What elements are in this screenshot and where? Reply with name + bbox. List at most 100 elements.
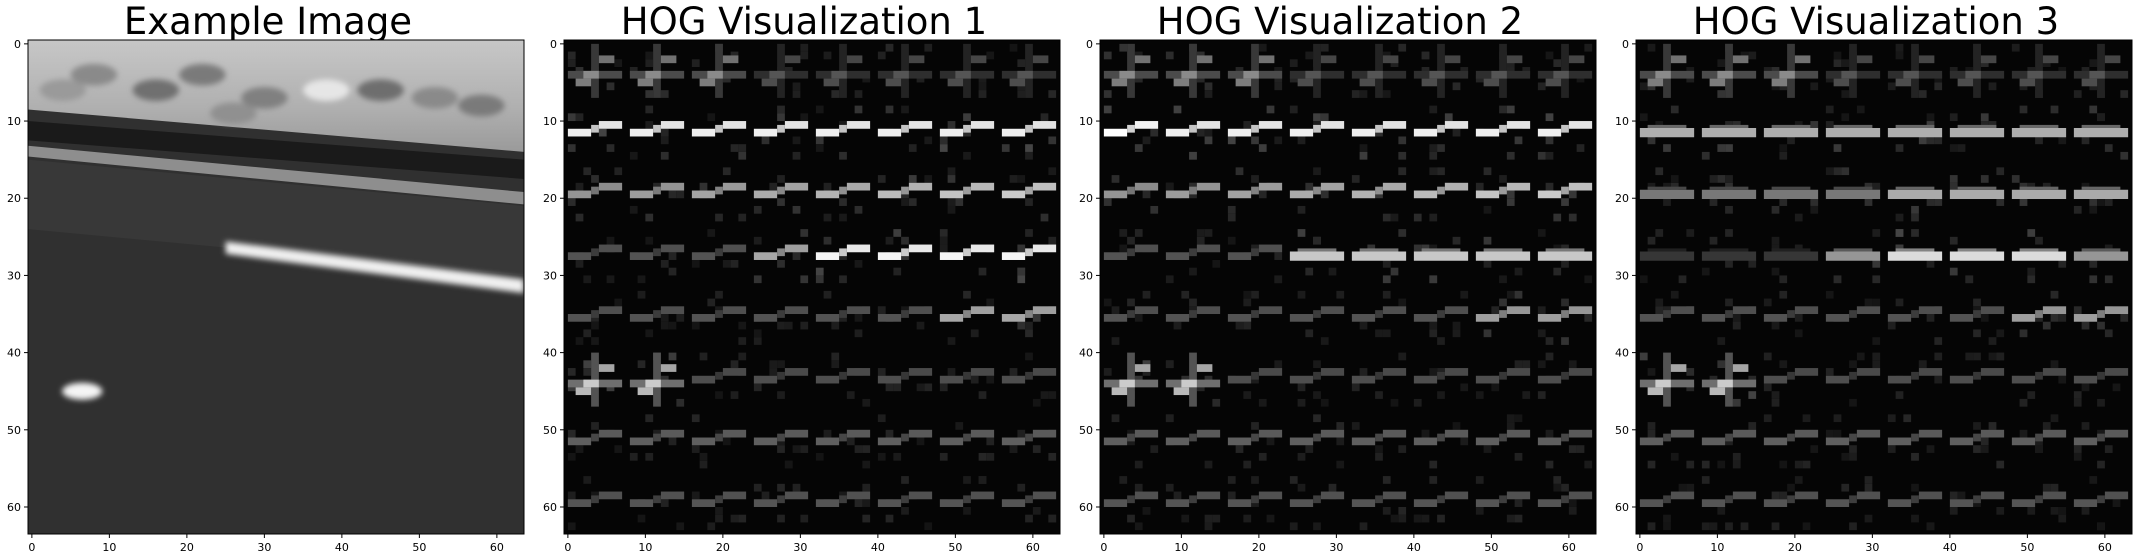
hog-image xyxy=(564,40,1060,534)
y-tick-label: 20 xyxy=(7,192,21,205)
hog-cell xyxy=(877,476,933,531)
hog-cell xyxy=(1825,229,1881,284)
hog-cell xyxy=(1165,483,1221,531)
hog-cell xyxy=(1103,105,1159,152)
hog-cell xyxy=(567,43,623,98)
panel-title: HOG Visualization 3 xyxy=(1692,0,2060,43)
hog-cell xyxy=(1001,352,1057,407)
axes: 0 10 20 30 40 50 60 0 10 20 30 40 50 60 xyxy=(1079,38,1597,554)
example-image xyxy=(28,40,524,534)
y-tick-label: 40 xyxy=(1079,347,1093,360)
panel-title: Example Image xyxy=(123,0,413,43)
y-tick-label: 40 xyxy=(543,347,557,360)
hog-cell xyxy=(1763,352,1819,407)
hog-cell xyxy=(691,290,747,345)
hog-cell xyxy=(1825,167,1881,206)
hog-cell xyxy=(753,360,809,399)
hog-cell xyxy=(1639,229,1695,284)
hog-cell xyxy=(1227,167,1283,222)
hog-cell xyxy=(1351,290,1407,338)
hog-cell xyxy=(939,422,995,461)
hog-cell xyxy=(567,422,623,461)
hog-cell xyxy=(877,229,933,276)
hog-cell xyxy=(1949,167,2005,206)
x-tick-label: 50 xyxy=(1484,541,1498,554)
y-tick-label: 60 xyxy=(543,501,557,514)
hog-cell xyxy=(2011,290,2067,338)
x-tick-label: 40 xyxy=(1407,541,1421,554)
hog-cell xyxy=(1763,290,1819,338)
hog-cell xyxy=(939,229,995,276)
hog-cell xyxy=(753,483,809,523)
hog-cell xyxy=(1475,105,1531,160)
y-tick-label: 60 xyxy=(7,501,21,514)
hog-cell xyxy=(1001,167,1057,222)
hog-cell xyxy=(877,306,933,330)
x-tick-label: 20 xyxy=(716,541,730,554)
panel-example-image: Example Image 0 10 20 30 40 50 60 0 10 20 30 40 50 60 xyxy=(0,0,536,560)
texture-blob xyxy=(179,63,226,86)
hog-cell xyxy=(567,352,623,407)
axes: 0 10 20 30 40 50 60 0 10 20 30 40 50 60 xyxy=(1615,38,2133,554)
y-tick-label: 30 xyxy=(1079,269,1093,282)
hog-cell xyxy=(1475,414,1531,461)
hog-cell xyxy=(815,236,871,284)
hog-2-plot: 0 10 20 30 40 50 60 0 10 20 30 40 50 60 xyxy=(1079,38,1597,554)
hog-cell xyxy=(939,43,995,98)
hog-cell xyxy=(1763,43,1819,98)
hog-cell xyxy=(1639,167,1695,206)
hog-cell xyxy=(2011,229,2067,284)
hog-cell xyxy=(753,429,809,469)
hog-cell xyxy=(939,290,995,345)
hog-cell xyxy=(1475,290,1531,338)
hog-cell xyxy=(629,43,685,98)
hog-cell xyxy=(1289,43,1345,98)
hog-cell xyxy=(1537,113,1593,160)
hog-cell xyxy=(2073,422,2129,469)
x-tick-label: 0 xyxy=(1636,541,1643,554)
hog-cell xyxy=(629,105,685,160)
hog-cell xyxy=(1103,476,1159,531)
hog-cell xyxy=(1103,290,1159,345)
hog-cell xyxy=(1887,229,1943,268)
hog-cell xyxy=(2011,43,2067,98)
hog-cell xyxy=(1763,121,1819,160)
hog-cell xyxy=(1537,429,1593,469)
hog-cell xyxy=(1949,422,2005,469)
hog-cell xyxy=(1227,422,1283,469)
hog-cell xyxy=(629,182,685,222)
hog-cell xyxy=(1103,352,1159,407)
y-tick-label: 0 xyxy=(14,38,21,51)
hog-cell xyxy=(1763,414,1819,469)
hog-cell xyxy=(1165,182,1221,199)
y-tick-label: 10 xyxy=(1615,115,1629,128)
hog-cell xyxy=(1475,167,1531,214)
hog-cell xyxy=(1165,352,1221,407)
axes: 0 10 20 30 40 50 60 0 10 20 30 40 50 60 xyxy=(543,38,1061,554)
panel-title: HOG Visualization 1 xyxy=(620,0,988,43)
hog-cell xyxy=(1351,43,1407,98)
hog-cell xyxy=(1825,352,1881,407)
hog-cell xyxy=(753,175,809,214)
hog-cell xyxy=(1351,167,1407,222)
hog-cell xyxy=(1289,105,1345,145)
hog-cell xyxy=(629,491,685,531)
x-tick-label: 60 xyxy=(2098,541,2112,554)
hog-cell xyxy=(1763,236,1819,284)
hog-cell xyxy=(2011,360,2067,407)
hog-cell xyxy=(629,352,685,407)
texture-blob xyxy=(132,79,180,101)
y-tick-label: 60 xyxy=(1615,501,1629,514)
hog-cell xyxy=(1001,429,1057,461)
hog-cell xyxy=(567,476,623,531)
texture-blob xyxy=(303,79,350,101)
panel-hog-visualization-3: HOG Visualization 3 0 10 20 30 40 50 60 0 10 20 30… xyxy=(1608,0,2144,560)
hog-cell xyxy=(939,368,995,399)
texture-blob xyxy=(357,79,404,101)
x-tick-label: 10 xyxy=(638,541,652,554)
hog-cell xyxy=(1103,43,1159,98)
hog-cell xyxy=(1537,229,1593,284)
x-tick-label: 60 xyxy=(490,541,504,554)
hog-cell xyxy=(567,298,623,345)
hog-cell xyxy=(2073,43,2129,98)
